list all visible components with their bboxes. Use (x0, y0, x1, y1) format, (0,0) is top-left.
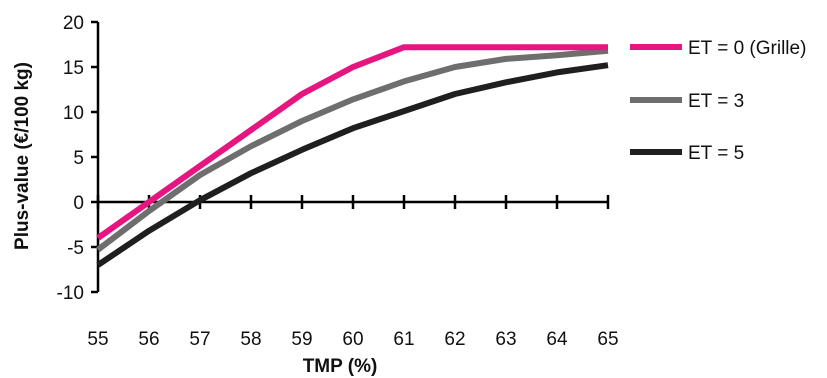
legend-label: ET = 3 (688, 91, 744, 112)
y-tick-label: 20 (63, 13, 84, 34)
series-line-2 (96, 47, 609, 253)
legend-label: ET = 0 (Grille) (688, 38, 806, 59)
y-axis-title: Plus-value (€/100 kg) (12, 62, 33, 250)
series-line-3 (96, 62, 609, 268)
x-tick-label: 63 (495, 329, 516, 350)
x-tick-label: 56 (138, 329, 159, 350)
x-tick-label: 65 (597, 329, 618, 350)
x-axis-title: TMP (%) (303, 356, 378, 377)
y-tick-label: 5 (73, 148, 84, 169)
x-tick-label: 55 (87, 329, 108, 350)
legend-label: ET = 5 (688, 143, 744, 164)
x-tick-label: 59 (291, 329, 312, 350)
series-line-1 (96, 44, 608, 241)
series-lines (96, 44, 609, 268)
x-tick-label: 61 (393, 329, 414, 350)
y-tick-label: 10 (63, 103, 84, 124)
y-tick-label: -5 (67, 238, 84, 259)
y-tick-label: 0 (73, 193, 84, 214)
axes (91, 20, 610, 294)
y-tick-label: 15 (63, 58, 84, 79)
x-tick-label: 57 (189, 329, 210, 350)
y-tick-label: -10 (57, 283, 84, 304)
x-tick-label: 60 (342, 329, 363, 350)
x-tick-label: 62 (444, 329, 465, 350)
legend: ET = 0 (Grille) ET = 3 ET = 5 (630, 38, 806, 164)
tick-labels: 20 15 10 5 0 -5 -10 55 56 57 58 59 60 61 62 63 64 65 (57, 13, 619, 350)
x-tick-label: 58 (240, 329, 261, 350)
x-tick-label: 64 (546, 329, 568, 350)
